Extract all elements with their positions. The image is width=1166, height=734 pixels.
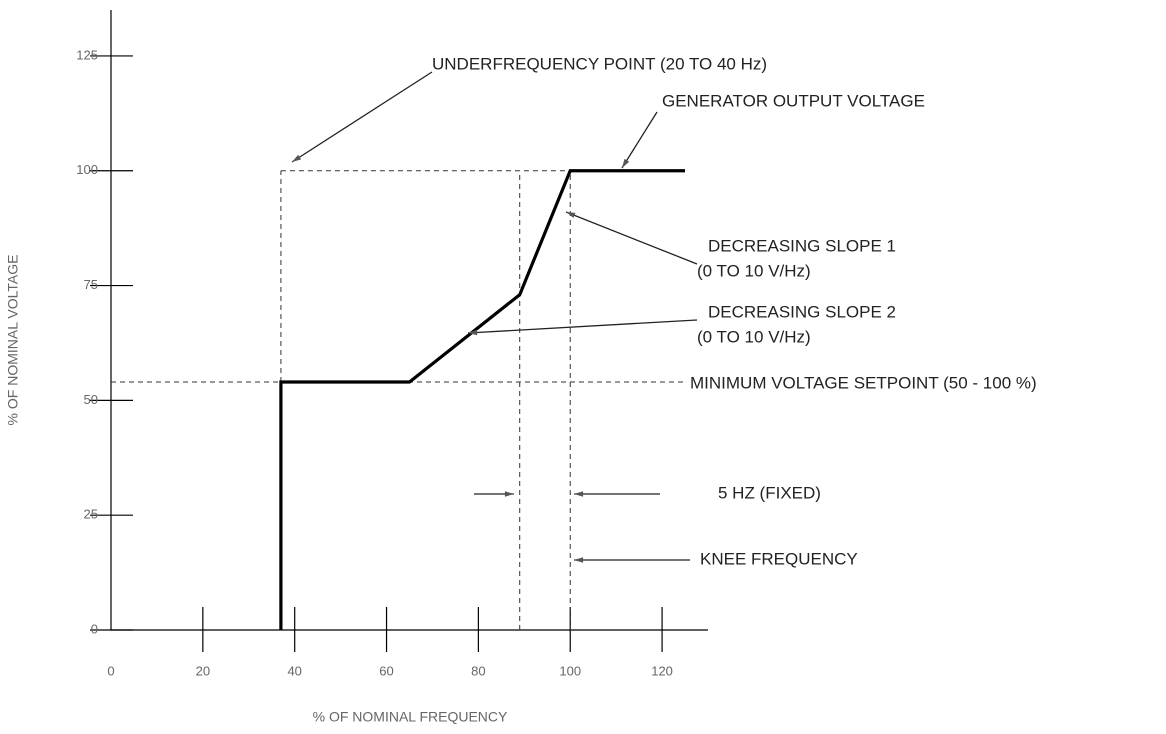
annotation-arrow bbox=[565, 211, 698, 265]
x-tick-label: 0 bbox=[107, 663, 114, 678]
annotation: KNEE FREQUENCY bbox=[700, 549, 858, 568]
y-tick-label: 25 bbox=[84, 507, 98, 522]
y-tick-label: 50 bbox=[84, 392, 98, 407]
annotation: GENERATOR OUTPUT VOLTAGE bbox=[662, 91, 925, 110]
x-tick-label: 40 bbox=[287, 663, 301, 678]
annotation-arrow bbox=[467, 319, 698, 336]
annotation-arrow bbox=[291, 71, 433, 163]
x-tick-label: 80 bbox=[471, 663, 485, 678]
x-tick-label: 20 bbox=[196, 663, 210, 678]
annotation: 5 HZ (FIXED) bbox=[718, 483, 821, 502]
annotation: (0 TO 10 V/Hz) bbox=[697, 327, 811, 346]
annotation: MINIMUM VOLTAGE SETPOINT (50 - 100 %) bbox=[690, 373, 1037, 392]
annotation-arrow bbox=[621, 111, 658, 169]
x-tick-label: 60 bbox=[379, 663, 393, 678]
y-tick-label: 0 bbox=[91, 621, 98, 636]
annotation: (0 TO 10 V/Hz) bbox=[697, 261, 811, 280]
x-axis-label: % OF NOMINAL FREQUENCY bbox=[313, 709, 508, 725]
data-line bbox=[279, 169, 686, 630]
y-tick-label: 125 bbox=[76, 47, 98, 62]
annotation: DECREASING SLOPE 2 bbox=[708, 302, 896, 321]
x-tick-label: 100 bbox=[559, 663, 581, 678]
y-axis-label: % OF NOMINAL VOLTAGE bbox=[5, 255, 21, 426]
annotation: UNDERFREQUENCY POINT (20 TO 40 Hz) bbox=[432, 54, 767, 73]
annotation: DECREASING SLOPE 1 bbox=[708, 236, 896, 255]
y-tick-label: 75 bbox=[84, 277, 98, 292]
x-tick-label: 120 bbox=[651, 663, 673, 678]
y-tick-label: 100 bbox=[76, 162, 98, 177]
